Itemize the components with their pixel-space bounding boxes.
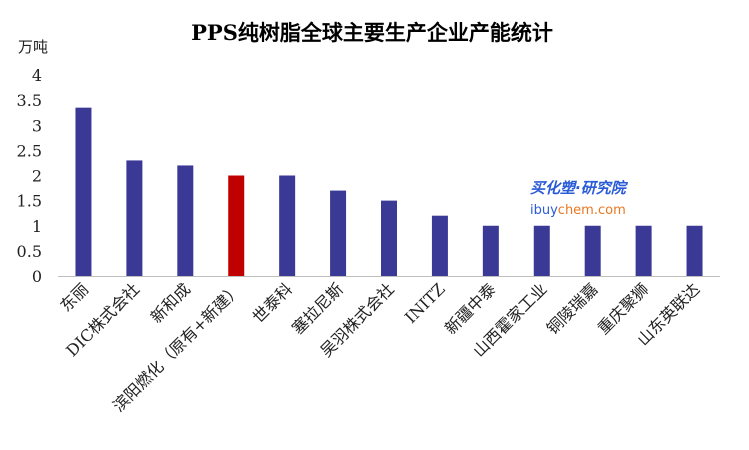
watermark-url-suffix: chem.com (558, 203, 626, 218)
x-tick-label: 东丽 (56, 279, 92, 315)
bar (482, 225, 499, 276)
x-tick-label: 铜陵瑞嘉 (543, 279, 602, 338)
y-tick-label: 0 (32, 267, 42, 286)
bar (431, 215, 448, 276)
x-tick-label: INITZ (401, 279, 449, 327)
watermark: 买化塑·研究院 ibuychem.com (530, 179, 629, 218)
bars (75, 107, 703, 276)
bar (330, 190, 347, 276)
x-tick-label: 世泰科 (249, 279, 296, 326)
bar (533, 225, 550, 276)
bar (381, 200, 397, 276)
y-tick-label: 4 (32, 66, 42, 85)
bar (686, 225, 703, 276)
y-tick-label: 2.5 (17, 141, 42, 160)
y-axis-unit-label: 万吨 (18, 38, 48, 56)
y-tick-label: 0.5 (17, 242, 42, 261)
bar (584, 225, 601, 276)
bar (177, 165, 194, 276)
x-tick-label: 新和成 (147, 279, 194, 326)
y-tick-label: 3.5 (17, 91, 42, 110)
watermark-brand: 买化塑·研究院 (530, 179, 629, 197)
chart-title: PPS纯树脂全球主要生产企业产能统计 (191, 20, 553, 45)
y-tick-label: 3 (32, 116, 42, 135)
y-tick-label: 1 (32, 217, 42, 236)
y-tick-label: 2 (32, 167, 42, 186)
watermark-url-prefix: ibuy (530, 203, 558, 218)
bar (635, 225, 652, 276)
bar (126, 160, 143, 276)
bar (228, 175, 245, 276)
y-axis-ticks: 0 0.5 1 1.5 2 2.5 3 3.5 4 (17, 66, 42, 286)
watermark-url: ibuychem.com (530, 203, 626, 218)
bar (279, 175, 296, 276)
y-tick-label: 1.5 (17, 192, 42, 211)
bar (75, 107, 92, 276)
